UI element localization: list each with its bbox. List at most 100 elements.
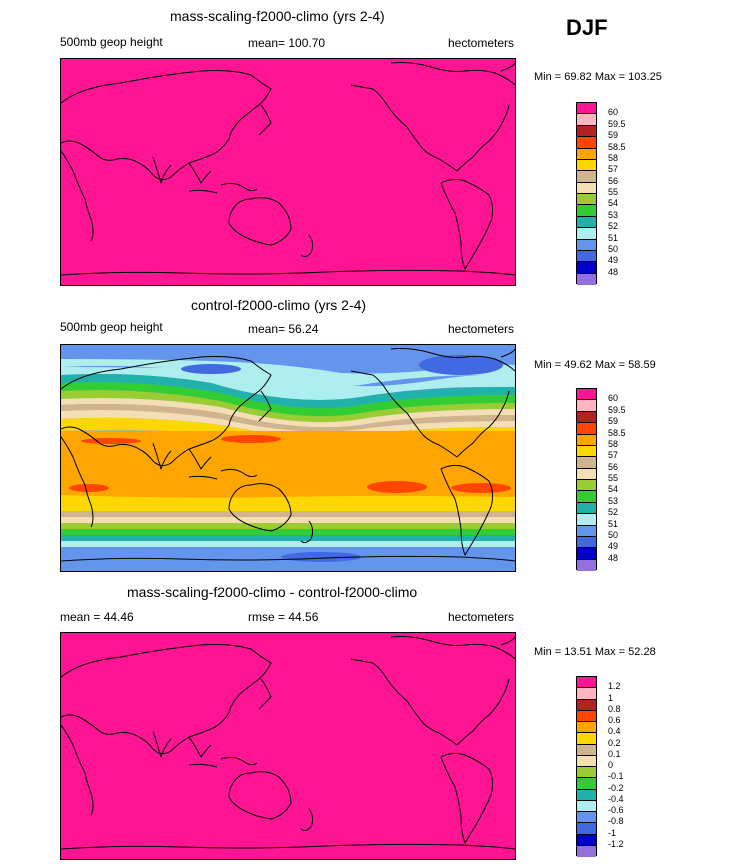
legend-label: 52	[608, 221, 619, 232]
legend-swatch	[577, 559, 596, 571]
legend-swatch	[577, 823, 596, 835]
legend-label: 1	[608, 692, 614, 703]
legend-swatch	[577, 273, 596, 285]
legend-swatch	[577, 171, 596, 183]
legend-label: 58	[608, 438, 619, 449]
legend-label: -1	[608, 827, 617, 838]
legend-swatch	[577, 525, 596, 537]
legend-swatch	[577, 262, 596, 274]
panel-2-left-label: 500mb geop height	[60, 320, 163, 334]
legend-label: 52	[608, 507, 619, 518]
legend-swatch	[577, 194, 596, 206]
legend-swatch	[577, 137, 596, 149]
panel-2-units: hectometers	[448, 322, 515, 336]
legend-label: 57	[608, 450, 619, 461]
legend-swatch	[577, 228, 596, 240]
panel-2-map	[60, 344, 516, 572]
legend-swatch	[577, 834, 596, 846]
panel-1-title: mass-scaling-f2000-climo (yrs 2-4)	[170, 8, 385, 24]
legend-swatch	[577, 480, 596, 492]
legend-swatch	[577, 677, 596, 689]
legend-swatch	[577, 205, 596, 217]
legend-swatch	[577, 468, 596, 480]
legend-label: -1.2	[608, 838, 624, 849]
legend-label: 49	[608, 255, 619, 266]
legend-swatch	[577, 411, 596, 424]
legend-label: 49	[608, 541, 619, 552]
panel-3-mean: mean = 44.46	[60, 610, 134, 624]
legend-swatch	[577, 103, 596, 115]
legend-label: 60	[608, 393, 619, 404]
legend-swatch	[577, 423, 596, 435]
legend-swatch	[577, 548, 596, 560]
legend-label: 0.6	[608, 715, 621, 725]
legend-swatch	[577, 434, 596, 446]
panel-1-map	[60, 58, 516, 286]
legend-swatch	[577, 722, 596, 734]
legend-swatch	[577, 445, 596, 458]
legend-swatch	[577, 159, 596, 172]
season-label: DJF	[566, 15, 608, 40]
panel-1-left-label: 500mb geop height	[60, 35, 163, 49]
panel-1-legend	[576, 102, 597, 285]
legend-label: 57	[608, 164, 619, 175]
legend-swatch	[577, 789, 596, 801]
panel-3-rmse: rmse = 44.56	[248, 610, 319, 624]
legend-swatch	[577, 182, 596, 194]
legend-label: 60	[608, 107, 619, 118]
legend-swatch	[577, 514, 596, 526]
legend-swatch	[577, 710, 596, 722]
panel-2-minmax: Min = 49.62 Max = 58.59	[534, 359, 656, 371]
legend-label: 55	[608, 187, 619, 197]
panel-2-title: control-f2000-climo (yrs 2-4)	[191, 297, 367, 313]
legend-label: 56	[608, 175, 619, 186]
legend-label: 0.2	[608, 737, 621, 748]
legend-swatch	[577, 216, 596, 229]
legend-label: 59.5	[608, 404, 626, 415]
legend-label: 55	[608, 473, 619, 483]
legend-label: 54	[608, 484, 619, 495]
panel-2-field	[61, 345, 515, 571]
legend-swatch	[577, 733, 596, 745]
legend-label: 0	[608, 760, 614, 770]
legend-label: 59.5	[608, 118, 626, 129]
legend-swatch	[577, 400, 596, 412]
legend-label: -0.6	[608, 805, 624, 815]
legend-swatch	[577, 699, 596, 711]
panel-2-mean: mean= 56.24	[248, 322, 319, 336]
legend-swatch	[577, 491, 596, 503]
legend-label: 48	[608, 266, 619, 277]
legend-swatch	[577, 778, 596, 790]
legend-label: 58.5	[608, 141, 626, 152]
panel-3-units: hectometers	[448, 610, 515, 624]
legend-label: 50	[608, 243, 619, 254]
legend-label: 51	[608, 518, 619, 529]
legend-swatch	[577, 845, 596, 857]
legend-swatch	[577, 389, 596, 401]
legend-label: 0.4	[608, 726, 621, 737]
legend-label: -0.8	[608, 816, 624, 827]
legend-swatch	[577, 250, 596, 263]
legend-label: 0.8	[608, 703, 621, 714]
legend-label: 59	[608, 416, 619, 427]
legend-label: 51	[608, 232, 619, 243]
legend-swatch	[577, 744, 596, 756]
legend-swatch	[577, 125, 596, 138]
legend-swatch	[577, 800, 596, 812]
legend-label: 59	[608, 130, 619, 141]
legend-label: 53	[608, 495, 619, 506]
legend-swatch	[577, 767, 596, 779]
legend-label: -0.1	[608, 771, 624, 782]
legend-label: -0.2	[608, 782, 624, 793]
legend-swatch	[577, 457, 596, 469]
legend-swatch	[577, 812, 596, 824]
legend-label: 50	[608, 529, 619, 540]
legend-label: -0.4	[608, 793, 624, 804]
legend-swatch	[577, 502, 596, 515]
legend-label: 48	[608, 552, 619, 563]
legend-swatch	[577, 148, 596, 160]
panel-1-minmax: Min = 69.82 Max = 103.25	[534, 71, 662, 83]
legend-label: 53	[608, 209, 619, 220]
legend-swatch	[577, 536, 596, 549]
legend-label: 56	[608, 461, 619, 472]
